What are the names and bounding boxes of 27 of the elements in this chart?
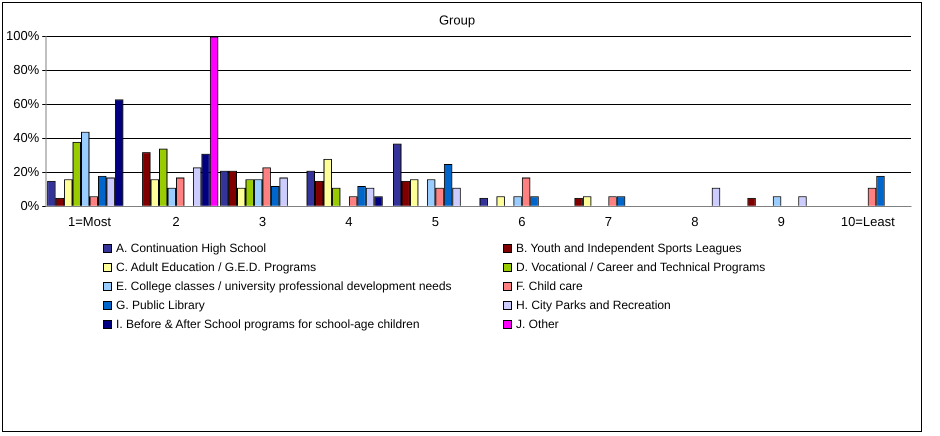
x-tick-label: 10=Least <box>840 214 896 229</box>
legend-label: B. Youth and Independent Sports Leagues <box>516 241 742 255</box>
legend-label: A. Continuation High School <box>116 241 266 255</box>
legend-label: J. Other <box>516 317 559 331</box>
legend-label: F. Child care <box>516 279 583 293</box>
legend-label: G. Public Library <box>116 298 205 312</box>
x-tick-label: 6 <box>518 214 526 229</box>
y-tick-label: 80% <box>13 62 40 78</box>
y-tick-label: 100% <box>6 28 40 44</box>
legend-label: E. College classes / university professional development needs <box>116 279 452 293</box>
x-tick-label: 9 <box>778 214 785 229</box>
y-tick-label: 0% <box>20 198 40 213</box>
x-tick-label: 3 <box>258 214 266 229</box>
chart-title: Group <box>438 12 476 28</box>
x-tick-label: 2 <box>172 214 180 229</box>
legend-label: C. Adult Education / G.E.D. Programs <box>116 260 316 274</box>
x-tick-label: 1=Most <box>68 214 112 229</box>
x-tick-label: 4 <box>345 214 353 229</box>
y-tick-label: 60% <box>13 96 40 112</box>
legend-label: I. Before & After School programs for school-age children <box>116 317 420 331</box>
x-tick-label: 7 <box>604 214 612 229</box>
x-tick-label: 8 <box>691 214 698 229</box>
legend-label: H. City Parks and Recreation <box>516 298 671 312</box>
y-tick-label: 40% <box>13 130 40 146</box>
x-tick-label: 5 <box>432 214 440 229</box>
legend-label: D. Vocational / Career and Technical Programs <box>516 260 766 274</box>
y-tick-label: 20% <box>13 164 40 180</box>
